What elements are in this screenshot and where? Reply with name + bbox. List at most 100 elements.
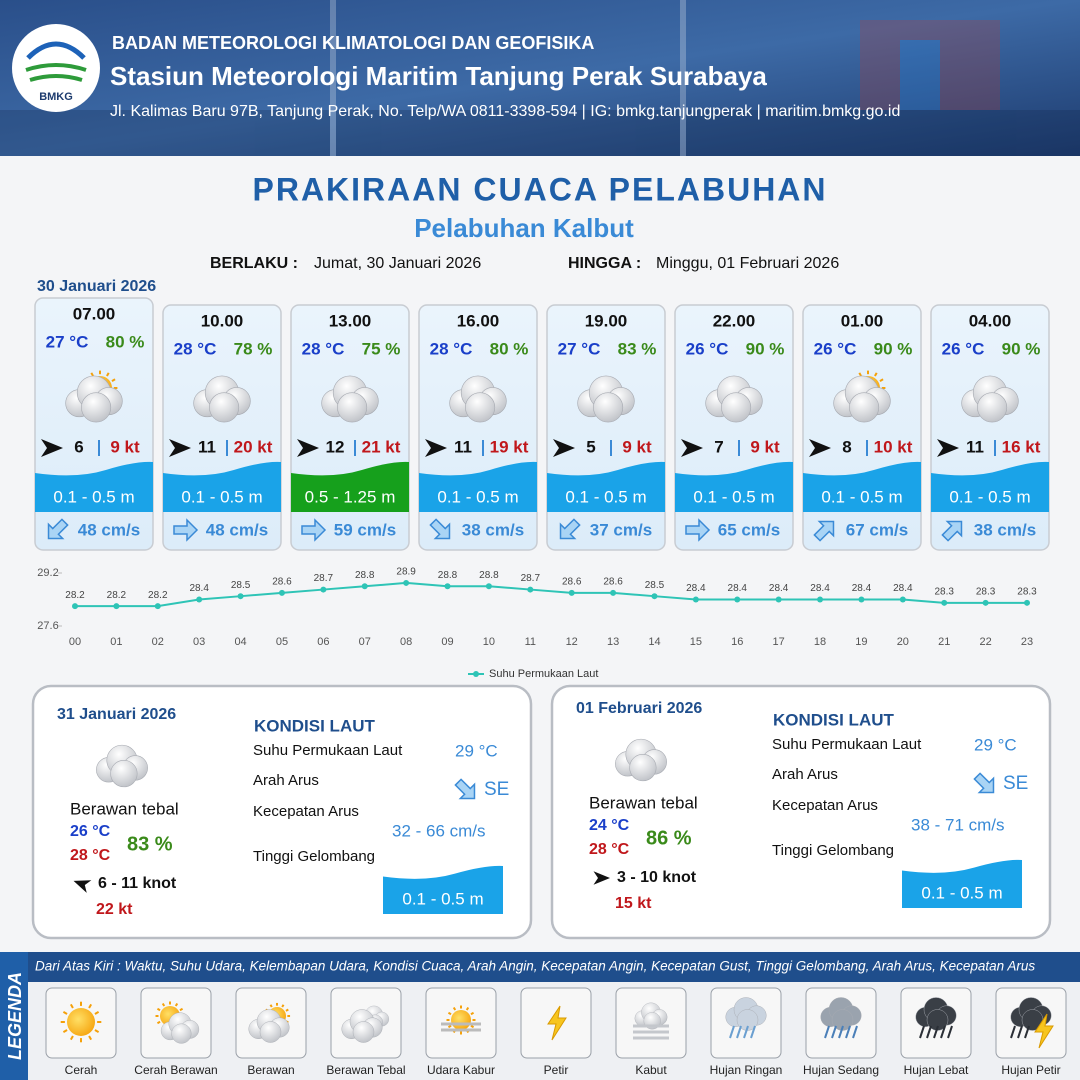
time: 16.00 bbox=[457, 311, 500, 330]
wind-arrow bbox=[681, 439, 703, 457]
sun-ray bbox=[90, 372, 94, 377]
logo-text: BMKG bbox=[39, 91, 73, 103]
wave-shape bbox=[383, 865, 503, 914]
rain-drop bbox=[1010, 1025, 1016, 1039]
direction-label: Arah Arus bbox=[772, 766, 838, 783]
legend-item-label: Berawan Tebal bbox=[326, 1063, 405, 1077]
current-speed: 48 cm/s bbox=[206, 520, 268, 539]
cloud-icon bbox=[193, 375, 251, 423]
data-label: 28.4 bbox=[728, 583, 748, 594]
x-tick-label: 12 bbox=[566, 636, 578, 648]
legend-item bbox=[425, 987, 497, 1059]
current-arrow bbox=[454, 778, 476, 800]
current-speed: 59 cm/s bbox=[334, 520, 396, 539]
legend-item bbox=[900, 987, 972, 1059]
rain-drop bbox=[824, 1025, 830, 1039]
x-tick-label: 06 bbox=[317, 636, 329, 648]
cloud-part bbox=[849, 392, 880, 423]
sun-disc bbox=[67, 1008, 95, 1036]
sst-label: Suhu Permukaan Laut bbox=[253, 742, 403, 759]
legend-item bbox=[330, 987, 402, 1059]
sst-point bbox=[72, 603, 78, 610]
data-label: 28.4 bbox=[852, 583, 872, 594]
sun-disc bbox=[451, 1010, 471, 1030]
wind-arrow bbox=[73, 880, 92, 893]
wind-arrow bbox=[169, 439, 191, 457]
sun-ray bbox=[470, 1024, 475, 1029]
wind-arrow bbox=[297, 439, 319, 457]
rain-drop bbox=[750, 1025, 756, 1039]
cloud-icon bbox=[65, 375, 123, 423]
current-speed: 38 cm/s bbox=[462, 520, 524, 539]
sun-ray bbox=[470, 1011, 475, 1016]
from-label: BERLAKU : bbox=[210, 255, 298, 272]
lightning bbox=[547, 1005, 567, 1041]
current-arrow bbox=[813, 520, 835, 542]
sst: 29 °C bbox=[974, 735, 1017, 754]
wind-arrow bbox=[809, 439, 831, 457]
wind-speed: 12 bbox=[326, 437, 345, 456]
sun-ray bbox=[269, 1004, 273, 1008]
rain-drop bbox=[1024, 1025, 1030, 1039]
gust: 22 kt bbox=[96, 901, 133, 918]
sun-ray bbox=[452, 1006, 457, 1011]
sst-point bbox=[982, 599, 989, 606]
data-label: 28.4 bbox=[769, 583, 789, 594]
sst-point bbox=[278, 589, 285, 596]
time: 04.00 bbox=[969, 311, 1012, 330]
current-arrow bbox=[429, 518, 451, 540]
time: 13.00 bbox=[329, 311, 372, 330]
x-tick-label: 03 bbox=[193, 636, 205, 648]
sst: 29 °C bbox=[455, 741, 498, 760]
sst-point bbox=[899, 596, 906, 603]
sun-ray bbox=[106, 372, 110, 377]
cloud-icon bbox=[961, 375, 1019, 423]
air-temperature: 28 °C bbox=[302, 339, 345, 358]
current-speed: 65 cm/s bbox=[718, 520, 780, 539]
cloud-part bbox=[721, 392, 752, 423]
legend-item-label: Hujan Sedang bbox=[803, 1063, 879, 1077]
wave-height: 0.1 - 0.5 m bbox=[181, 487, 262, 506]
sun-ray bbox=[465, 1006, 470, 1011]
rain-drop bbox=[933, 1025, 939, 1039]
time: 22.00 bbox=[713, 311, 756, 330]
rain-drop bbox=[736, 1025, 742, 1039]
sun-ray bbox=[879, 378, 884, 382]
legend-description: Dari Atas Kiri : Waktu, Suhu Udara, Kele… bbox=[35, 959, 1035, 974]
sun-ray bbox=[179, 1007, 184, 1012]
data-label: 28.5 bbox=[645, 580, 665, 591]
legend-item-label: Berawan bbox=[247, 1063, 294, 1077]
rain-drop bbox=[852, 1025, 858, 1039]
humidity: 75 % bbox=[362, 339, 401, 358]
sun-ray bbox=[69, 1035, 74, 1041]
air-temperature: 26 °C bbox=[814, 339, 857, 358]
y-tick-label: 27.6 bbox=[37, 620, 58, 632]
sun-ray bbox=[447, 1024, 452, 1029]
rain-drop bbox=[947, 1025, 953, 1039]
temp-max: 28 °C bbox=[70, 847, 111, 864]
data-label: 28.7 bbox=[314, 573, 334, 584]
sun-ray bbox=[62, 1010, 68, 1015]
cloud-icon bbox=[820, 997, 862, 1031]
header-band bbox=[0, 0, 1080, 156]
cloud-icon bbox=[449, 375, 507, 423]
legend-title: LEGENDA bbox=[5, 972, 25, 1060]
x-tick-label: 21 bbox=[938, 636, 950, 648]
sun-ray bbox=[69, 1003, 74, 1009]
cloud-icon bbox=[341, 1009, 383, 1043]
air-temperature: 28 °C bbox=[430, 339, 473, 358]
cloud-icon bbox=[160, 1012, 200, 1044]
time: 19.00 bbox=[585, 311, 628, 330]
data-label: 28.5 bbox=[231, 580, 251, 591]
legend-item bbox=[805, 987, 877, 1059]
time: 07.00 bbox=[73, 304, 116, 323]
gust-speed: 16 kt bbox=[1002, 437, 1041, 456]
current-speed: 38 cm/s bbox=[974, 520, 1036, 539]
current-arrow bbox=[685, 518, 711, 542]
sst-point bbox=[610, 589, 617, 596]
data-label: 28.3 bbox=[1017, 586, 1037, 597]
sun-ray bbox=[156, 1007, 161, 1012]
y-tick-label: 29.2 bbox=[37, 567, 58, 579]
rain-drop bbox=[845, 1025, 851, 1039]
